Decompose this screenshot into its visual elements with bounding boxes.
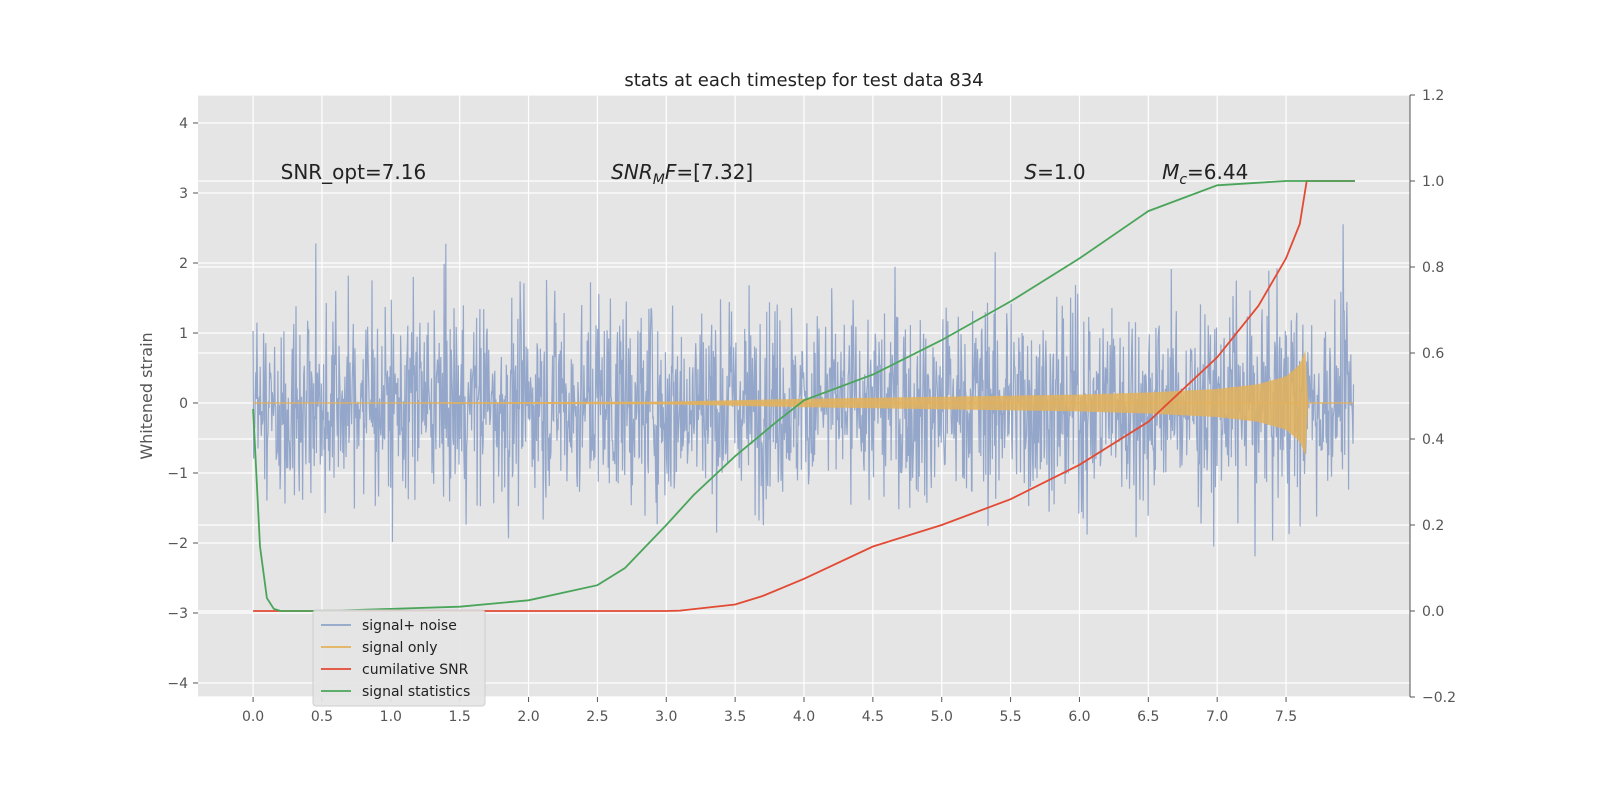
- x-tick-label: 4.0: [793, 709, 815, 725]
- x-tick-label: 5.5: [999, 709, 1021, 725]
- x-tick-label: 6.5: [1137, 709, 1159, 725]
- y-tick-label: 3: [179, 186, 188, 202]
- y2-tick-label: 1.2: [1422, 88, 1444, 104]
- y2-tick-label: 0.4: [1422, 432, 1444, 448]
- y2-tick-label: 0.8: [1422, 260, 1444, 276]
- x-tick-label: 1.5: [449, 709, 471, 725]
- legend-box: [312, 609, 486, 707]
- annotation-s: S=1.0: [1024, 160, 1085, 184]
- signal-only-series: [253, 350, 1354, 456]
- signal-noise-trace: [252, 224, 1355, 557]
- chart-title: stats at each timestep for test data 834: [624, 70, 983, 91]
- annotation-snr-mf: SNRMF=[7.32]: [611, 160, 753, 188]
- legend-label: signal+ noise: [362, 618, 457, 634]
- y-tick-label: −4: [167, 676, 188, 692]
- y2-tick-label: 0.0: [1422, 604, 1444, 620]
- x-tick-label: 3.0: [655, 709, 677, 725]
- x-tick-label: 2.0: [517, 709, 539, 725]
- y2-tick-label: 0.2: [1422, 518, 1444, 534]
- y2-tick-label: 0.6: [1422, 346, 1444, 362]
- y-tick-label: 4: [179, 116, 188, 132]
- legend-label: signal statistics: [362, 684, 470, 700]
- cumulative-snr-line: [253, 180, 1355, 612]
- y-tick-label: 2: [179, 256, 188, 272]
- annotation-mc: Mc=6.44: [1162, 160, 1248, 188]
- annotations: SNR_opt=7.16 SNRMF=[7.32] S=1.0 Mc=6.44: [281, 160, 1249, 188]
- legend-label: cumilative SNR: [362, 662, 469, 678]
- x-tick-label: 2.5: [586, 709, 608, 725]
- x-tick-label: 7.5: [1275, 709, 1297, 725]
- x-tick-label: 0.0: [242, 709, 264, 725]
- annotation-snr-opt: SNR_opt=7.16: [281, 160, 427, 184]
- y-tick-label: 1: [179, 326, 188, 342]
- y2-tick-label: 1.0: [1422, 174, 1444, 190]
- y-tick-label: −3: [167, 606, 188, 622]
- axes: 0.0 0.5 1.0 1.5 2.0 2.5 3.0 3.5 4.0 4.5 5.0 5.5 6.0 6…: [167, 88, 1456, 725]
- x-tick-label: 3.5: [724, 709, 746, 725]
- x-tick-label: 5.0: [931, 709, 953, 725]
- legend: signal+ noise signal only cumilative SNR si…: [312, 609, 486, 707]
- y-tick-label: −2: [167, 536, 188, 552]
- y-axis-label: Whitened strain: [137, 332, 156, 459]
- y-tick-label: 0: [179, 396, 188, 412]
- line-series: [252, 180, 1355, 612]
- x-tick-label: 7.0: [1206, 709, 1228, 725]
- legend-label: signal only: [362, 640, 437, 656]
- x-tick-label: 4.5: [862, 709, 884, 725]
- signal-noise-series: [252, 224, 1355, 557]
- x-tick-label: 1.0: [380, 709, 402, 725]
- x-tick-label: 0.5: [311, 709, 333, 725]
- x-tick-label: 6.0: [1068, 709, 1090, 725]
- y-tick-label: −1: [167, 466, 188, 482]
- signal-statistics-line: [252, 180, 1355, 612]
- y2-tick-label: −0.2: [1422, 690, 1456, 706]
